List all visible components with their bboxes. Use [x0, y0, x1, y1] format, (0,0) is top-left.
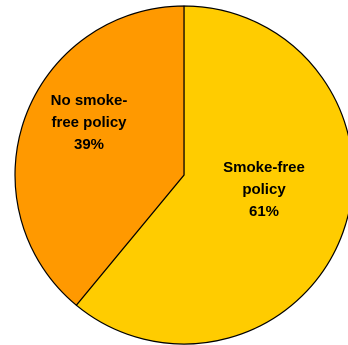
slice-label-1-line-1: free policy — [51, 114, 127, 131]
slice-label-0-line-2: 61% — [249, 203, 279, 220]
slice-label-1: No smoke-free policy 39% — [51, 92, 128, 153]
slice-label-0: Smoke-free policy 61% — [223, 159, 305, 220]
slice-label-1-line-0: No smoke- — [51, 92, 128, 109]
slice-label-0-line-0: Smoke-free — [223, 159, 305, 176]
pie-slice-0 — [75, 5, 348, 345]
pie-slice-1 — [14, 5, 185, 307]
slice-label-0-line-1: policy — [242, 181, 286, 198]
slice-label-1-line-2: 39% — [74, 136, 104, 153]
